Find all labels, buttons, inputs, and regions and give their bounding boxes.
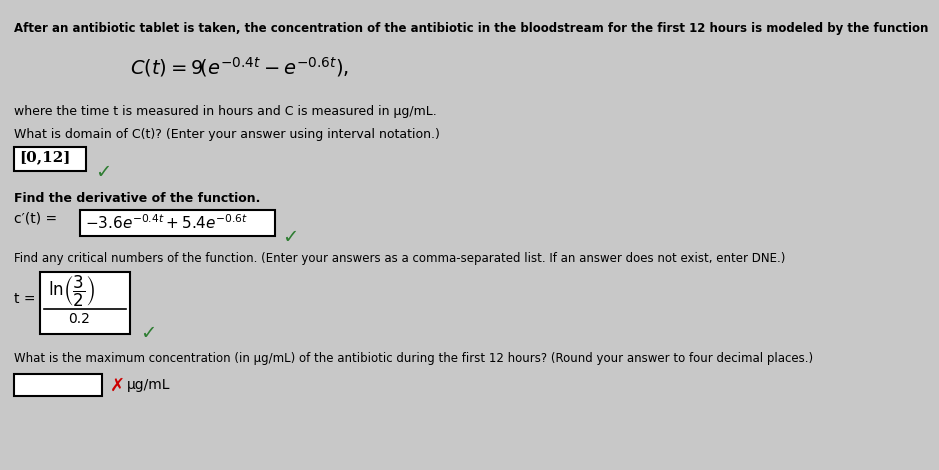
Text: ✓: ✓ <box>282 228 299 247</box>
Text: $\ln\!\left(\dfrac{3}{2}\right)$: $\ln\!\left(\dfrac{3}{2}\right)$ <box>48 274 95 309</box>
Text: ✗: ✗ <box>110 377 125 395</box>
Text: $-3.6e^{-0.4t}+5.4e^{-0.6t}$: $-3.6e^{-0.4t}+5.4e^{-0.6t}$ <box>85 213 248 232</box>
Text: where the time t is measured in hours and C is measured in μg/mL.: where the time t is measured in hours an… <box>14 105 437 118</box>
Text: $C(t) = 9\!\left(e^{-0.4t}-e^{-0.6t}\right),$: $C(t) = 9\!\left(e^{-0.4t}-e^{-0.6t}\rig… <box>130 55 349 79</box>
Text: c′(t) =: c′(t) = <box>14 212 57 226</box>
FancyBboxPatch shape <box>80 210 275 236</box>
Text: Find the derivative of the function.: Find the derivative of the function. <box>14 192 260 205</box>
FancyBboxPatch shape <box>14 374 102 396</box>
Text: ✓: ✓ <box>95 163 112 182</box>
Text: What is domain of C(t)? (Enter your answer using interval notation.): What is domain of C(t)? (Enter your answ… <box>14 128 439 141</box>
FancyBboxPatch shape <box>14 147 86 171</box>
Text: What is the maximum concentration (in μg/mL) of the antibiotic during the first : What is the maximum concentration (in μg… <box>14 352 813 365</box>
Text: t =: t = <box>14 292 36 306</box>
FancyBboxPatch shape <box>40 272 130 334</box>
Text: Find any critical numbers of the function. (Enter your answers as a comma-separa: Find any critical numbers of the functio… <box>14 252 785 265</box>
Text: 0.2: 0.2 <box>68 312 90 326</box>
Text: After an antibiotic tablet is taken, the concentration of the antibiotic in the : After an antibiotic tablet is taken, the… <box>14 22 929 35</box>
Text: [0,12]: [0,12] <box>19 150 70 164</box>
Text: ✓: ✓ <box>140 324 157 343</box>
Text: μg/mL: μg/mL <box>127 378 171 392</box>
